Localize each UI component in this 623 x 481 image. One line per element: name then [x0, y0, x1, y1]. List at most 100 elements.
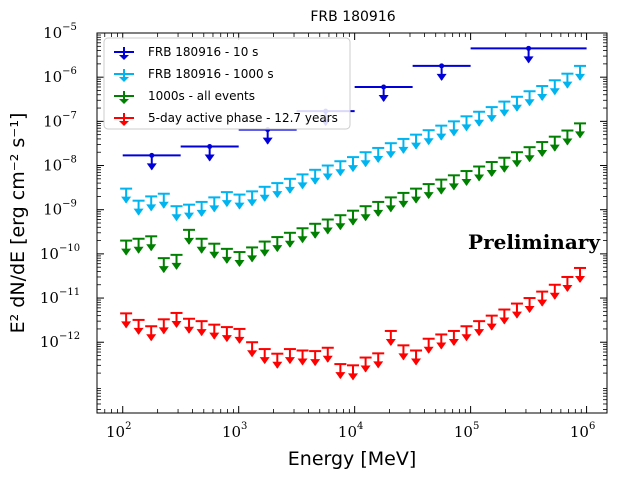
upper-limit-arrowhead — [398, 200, 409, 208]
data-point — [460, 170, 473, 187]
data-point — [258, 185, 271, 202]
data-point — [460, 325, 473, 342]
data-point — [246, 190, 259, 207]
y-tick-base: 10 — [40, 245, 59, 263]
data-point — [422, 337, 435, 354]
upper-limit-arrowhead — [272, 191, 283, 199]
x-tick-exponent: 2 — [125, 421, 131, 432]
data-point — [536, 141, 549, 158]
data-point — [473, 165, 486, 182]
data-point — [412, 63, 471, 81]
legend-label: FRB 180916 - 1000 s — [148, 67, 274, 81]
upper-limit-arrowhead — [524, 306, 535, 314]
y-tick-label: 10−11 — [40, 287, 80, 307]
data-point — [548, 135, 561, 152]
upper-limit-arrowhead — [461, 334, 472, 342]
upper-limit-arrowhead — [562, 81, 573, 89]
data-point — [346, 364, 359, 381]
upper-limit-arrowhead — [347, 218, 358, 226]
upper-limit-arrowhead — [474, 174, 485, 182]
data-point — [132, 199, 145, 216]
y-tick-exponent: −7 — [62, 110, 77, 121]
y-tick-base: 10 — [40, 289, 59, 307]
data-point — [548, 79, 561, 96]
data-point — [258, 240, 271, 257]
upper-limit-arrowhead — [158, 266, 169, 274]
upper-limit-arrowhead — [562, 138, 573, 146]
data-point — [309, 168, 322, 185]
x-tick-exponent: 4 — [357, 421, 363, 432]
data-point — [296, 227, 309, 244]
data-point — [435, 124, 448, 141]
upper-limit-arrowhead — [184, 237, 195, 245]
data-point — [510, 302, 523, 319]
y-tick-exponent: −12 — [59, 331, 80, 342]
upper-limit-arrowhead — [284, 186, 295, 194]
upper-limit-arrowhead — [373, 209, 384, 217]
data-point — [410, 133, 423, 150]
upper-limit-arrowhead — [423, 138, 434, 146]
data-point — [157, 257, 170, 274]
data-point — [195, 200, 208, 217]
data-point — [246, 341, 259, 358]
upper-limit-arrowhead — [537, 150, 548, 158]
y-tick-exponent: −9 — [62, 199, 77, 210]
data-point — [359, 205, 372, 222]
data-point — [574, 64, 587, 81]
upper-limit-arrowhead — [511, 160, 522, 168]
y-tick-exponent: −10 — [59, 243, 80, 254]
upper-limit-arrowhead — [146, 163, 157, 171]
x-tick-base: 10 — [338, 423, 357, 441]
data-point — [498, 100, 511, 117]
upper-limit-arrowhead — [322, 227, 333, 235]
upper-limit-arrowhead — [247, 350, 258, 358]
y-tick-label: 10−9 — [43, 199, 77, 219]
upper-limit-arrowhead — [411, 358, 422, 366]
data-point — [145, 195, 158, 212]
upper-limit-arrowhead — [373, 361, 384, 369]
upper-limit-arrowhead — [133, 208, 144, 216]
data-point — [180, 143, 239, 162]
data-point — [536, 290, 549, 307]
data-point — [473, 110, 486, 127]
upper-limit-arrowhead — [221, 335, 232, 343]
data-point — [498, 156, 511, 173]
data-point — [233, 251, 246, 268]
data-point — [208, 323, 221, 340]
data-point — [120, 312, 133, 329]
x-tick-label: 103 — [222, 421, 247, 441]
y-tick-exponent: −11 — [59, 287, 80, 298]
data-point — [359, 151, 372, 168]
upper-limit-arrowhead — [146, 244, 157, 252]
upper-limit-arrowhead — [448, 129, 459, 137]
upper-limit-arrowhead — [524, 155, 535, 163]
legend-label: FRB 180916 - 10 s — [148, 45, 258, 59]
x-tick-base: 10 — [222, 423, 241, 441]
upper-limit-arrowhead — [360, 365, 371, 373]
y-tick-exponent: −6 — [62, 66, 77, 77]
data-point — [384, 196, 397, 213]
upper-limit-arrowhead — [385, 338, 396, 346]
upper-limit-arrowhead — [221, 256, 232, 264]
upper-limit-arrowhead — [385, 205, 396, 213]
data-point — [208, 196, 221, 213]
upper-limit-arrowhead — [537, 299, 548, 307]
x-tick-label: 102 — [106, 421, 131, 441]
upper-limit-arrowhead — [234, 202, 245, 210]
data-point — [220, 191, 233, 208]
upper-limit-arrowhead — [121, 321, 132, 329]
legend-label: 5-day active phase - 12.7 years — [148, 111, 338, 125]
upper-limit-arrowhead — [146, 204, 157, 212]
data-marker — [381, 84, 387, 90]
y-tick-exponent: −5 — [62, 22, 77, 33]
y-tick-base: 10 — [40, 333, 59, 351]
data-point — [271, 236, 284, 253]
data-point — [120, 187, 133, 204]
legend-handle-arrowhead — [119, 99, 129, 104]
data-point — [485, 314, 498, 331]
data-point — [510, 95, 523, 112]
upper-limit-arrowhead — [259, 194, 270, 202]
upper-limit-arrowhead — [297, 236, 308, 244]
data-point — [296, 349, 309, 366]
